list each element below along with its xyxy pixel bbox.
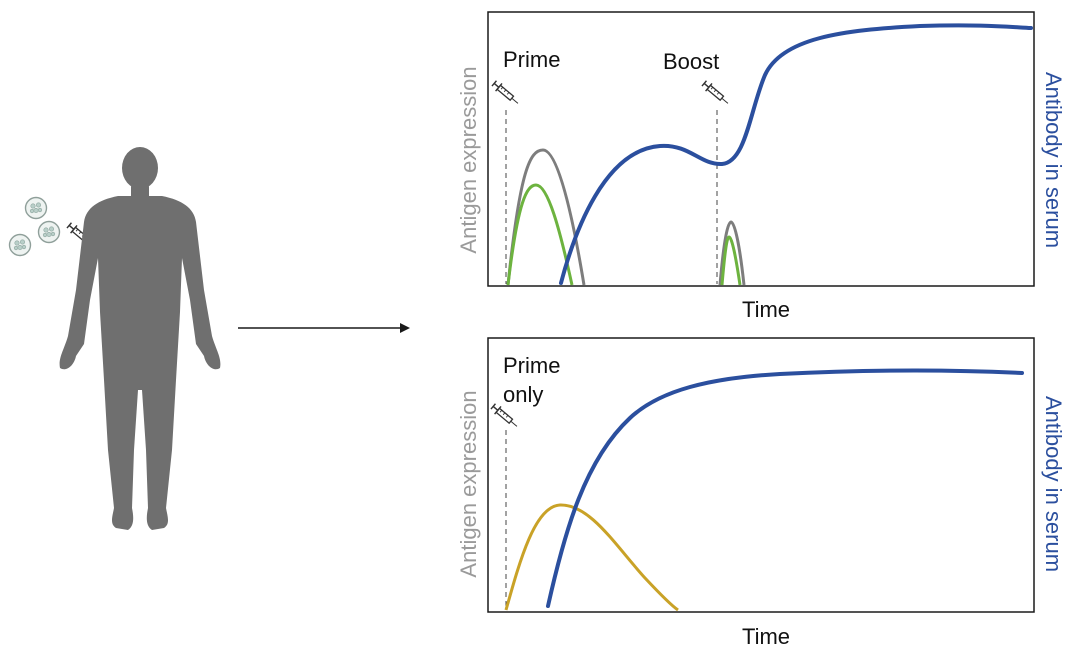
prime-only-label-line2: only [503, 382, 543, 407]
cell-dish-icon [8, 196, 61, 257]
antigen-curve-green-boost [720, 235, 742, 286]
antibody-curve-bottom [546, 368, 1024, 608]
boost-label: Boost [663, 49, 719, 74]
top-y-right-label: Antibody in serum [1041, 72, 1066, 248]
antigen-curve-gray-boost [718, 220, 746, 286]
top-y-left-label: Antigen expression [456, 66, 481, 253]
top-x-label: Time [742, 297, 790, 322]
antigen-curve-green-prime [506, 183, 574, 286]
bottom-panel-frame [487, 337, 1035, 613]
antibody-curve-top [559, 23, 1033, 285]
arrow-right-icon [238, 323, 410, 333]
top-panel-frame [487, 11, 1035, 287]
human-silhouette-icon [59, 147, 221, 530]
bottom-x-label: Time [742, 624, 790, 649]
antigen-curve-gold [504, 503, 679, 612]
prime-label: Prime [503, 47, 560, 72]
top-panel: Prime Boost Antigen expression Antibody … [456, 11, 1066, 322]
prime-only-label-line1: Prime [503, 353, 560, 378]
syringe-icon [490, 78, 522, 108]
antigen-curve-gray-prime [506, 148, 586, 286]
bottom-panel: Prime only Antigen expression Antibody i… [456, 337, 1066, 649]
bottom-y-right-label: Antibody in serum [1041, 396, 1066, 572]
syringe-icon [700, 78, 732, 108]
bottom-y-left-label: Antigen expression [456, 390, 481, 577]
